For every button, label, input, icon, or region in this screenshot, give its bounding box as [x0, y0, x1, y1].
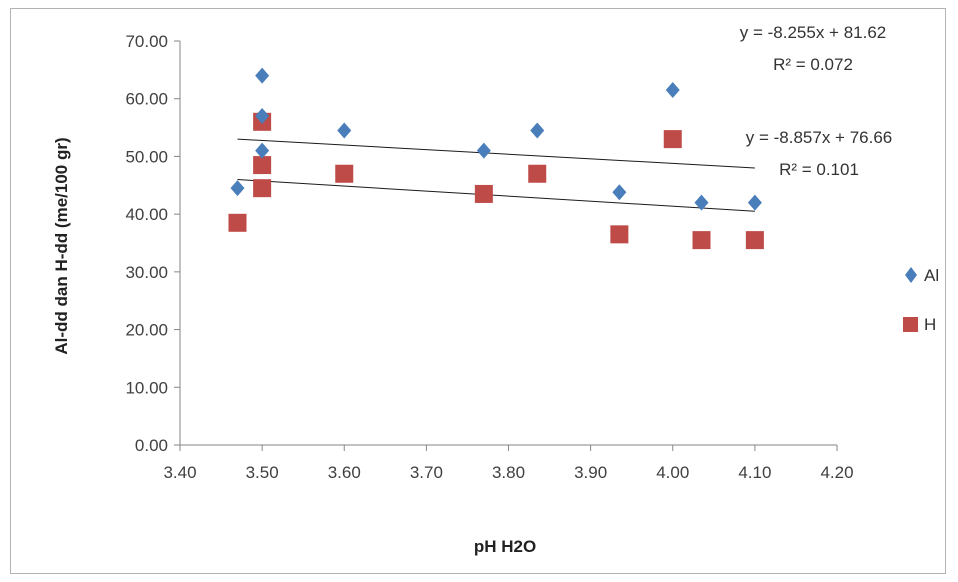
legend-label-h: H: [924, 315, 936, 334]
legend-item-h: H: [903, 315, 936, 334]
y-tick-label: 50.00: [125, 147, 168, 166]
point-al: [230, 180, 245, 197]
axes: 3.40 3.50 3.60 3.70 3.80 3.90 4.00 4.10 4.20 0.00…: [125, 32, 853, 482]
point-h: [692, 231, 711, 250]
point-h: [253, 179, 272, 198]
point-al: [530, 122, 545, 139]
al-r2: R² = 0.072: [773, 55, 853, 74]
point-al: [665, 82, 680, 99]
x-tick-label: 3.50: [246, 463, 279, 482]
point-h: [610, 225, 629, 244]
al-equation: y = -8.255x + 81.62: [740, 23, 887, 42]
point-al: [255, 108, 270, 125]
h-r2: R² = 0.101: [779, 160, 859, 179]
trendline-h: [237, 179, 755, 212]
point-h: [528, 164, 547, 183]
y-axis-title: Al-dd dan H-dd (me/100 gr): [52, 137, 71, 354]
x-axis-title: pH H2O: [474, 537, 536, 556]
x-tick-label: 3.40: [163, 463, 196, 482]
point-h: [663, 130, 682, 149]
y-tick-label: 0.00: [135, 436, 168, 455]
point-al: [612, 184, 627, 201]
x-tick-label: 4.00: [656, 463, 689, 482]
x-tick-label: 3.90: [574, 463, 607, 482]
legend-marker-al: [905, 267, 917, 283]
y-tick-label: 60.00: [125, 90, 168, 109]
point-al: [255, 142, 270, 159]
x-tick-label: 4.10: [738, 463, 771, 482]
point-al: [476, 142, 491, 159]
y-tick-label: 70.00: [125, 32, 168, 51]
point-h: [745, 231, 764, 250]
legend-item-al: Al: [905, 266, 939, 285]
chart-border: [10, 8, 946, 574]
x-tick-label: 3.80: [492, 463, 525, 482]
legend: Al H: [903, 266, 939, 334]
point-al: [255, 67, 270, 84]
x-tick-label: 3.70: [410, 463, 443, 482]
x-tick-label: 4.20: [820, 463, 853, 482]
point-al: [337, 122, 352, 139]
point-al: [694, 194, 709, 211]
point-h: [474, 184, 493, 203]
h-equation: y = -8.857x + 76.66: [746, 128, 893, 147]
point-h: [228, 213, 247, 232]
trendlines: [237, 138, 755, 212]
y-tick-label: 10.00: [125, 378, 168, 397]
y-tick-label: 40.00: [125, 205, 168, 224]
point-h: [335, 164, 354, 183]
x-tick-label: 3.60: [328, 463, 361, 482]
point-h: [253, 156, 272, 175]
legend-marker-h: [903, 317, 918, 332]
legend-label-al: Al: [924, 266, 939, 285]
trend-annotations: y = -8.255x + 81.62 R² = 0.072 y = -8.85…: [740, 23, 893, 179]
trendline-al: [237, 138, 755, 169]
y-tick-label: 20.00: [125, 321, 168, 340]
point-al: [747, 194, 762, 211]
data-points: [228, 67, 764, 250]
y-tick-label: 30.00: [125, 263, 168, 282]
